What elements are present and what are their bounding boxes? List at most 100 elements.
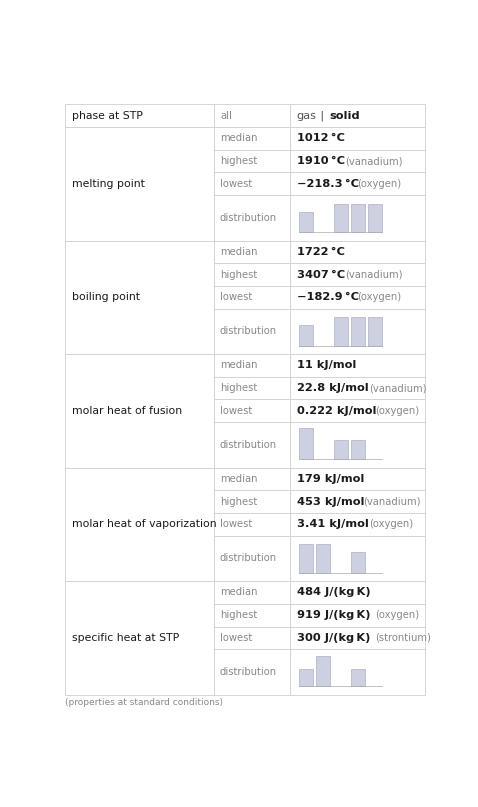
- Text: specific heat at STP: specific heat at STP: [72, 633, 179, 643]
- Bar: [215, 354, 290, 377]
- Bar: [290, 604, 424, 626]
- Bar: [334, 203, 348, 232]
- Text: lowest: lowest: [220, 633, 252, 643]
- Bar: [290, 491, 424, 513]
- Bar: [215, 240, 290, 263]
- Bar: [290, 399, 424, 422]
- Text: median: median: [220, 133, 258, 144]
- Bar: [215, 195, 290, 240]
- Bar: [290, 377, 424, 399]
- Text: distribution: distribution: [220, 213, 277, 223]
- Bar: [290, 195, 424, 240]
- Bar: [65, 354, 215, 467]
- Text: lowest: lowest: [220, 520, 252, 529]
- Text: median: median: [220, 361, 258, 370]
- Bar: [290, 422, 424, 467]
- Text: 300 J/(kg K): 300 J/(kg K): [296, 633, 370, 643]
- Text: 484 J/(kg K): 484 J/(kg K): [296, 587, 370, 597]
- Text: 1910 °C: 1910 °C: [296, 156, 345, 166]
- Text: |: |: [313, 111, 325, 121]
- Text: highest: highest: [220, 156, 257, 166]
- Bar: [290, 581, 424, 604]
- Bar: [290, 649, 424, 695]
- Text: distribution: distribution: [220, 667, 277, 677]
- Bar: [290, 308, 424, 354]
- Bar: [215, 399, 290, 422]
- Text: (oxygen): (oxygen): [369, 520, 413, 529]
- Bar: [215, 581, 290, 604]
- Bar: [290, 263, 424, 286]
- Bar: [316, 544, 330, 573]
- Text: (vanadium): (vanadium): [346, 156, 403, 166]
- Text: (vanadium): (vanadium): [363, 496, 421, 507]
- Bar: [290, 354, 424, 377]
- Bar: [290, 513, 424, 536]
- Bar: [290, 286, 424, 308]
- Text: distribution: distribution: [220, 326, 277, 337]
- Bar: [215, 263, 290, 286]
- Text: 3407 °C: 3407 °C: [296, 270, 345, 279]
- Bar: [299, 544, 313, 573]
- Bar: [351, 203, 365, 232]
- Text: 1722 °C: 1722 °C: [296, 247, 345, 257]
- Text: (oxygen): (oxygen): [357, 179, 402, 189]
- Bar: [369, 203, 382, 232]
- Text: solid: solid: [329, 111, 360, 121]
- Bar: [215, 513, 290, 536]
- Text: molar heat of fusion: molar heat of fusion: [72, 406, 182, 416]
- Bar: [351, 441, 365, 459]
- Text: median: median: [220, 587, 258, 597]
- Text: 11 kJ/mol: 11 kJ/mol: [296, 361, 356, 370]
- Text: highest: highest: [220, 270, 257, 279]
- Bar: [290, 173, 424, 195]
- Text: (vanadium): (vanadium): [346, 270, 403, 279]
- Bar: [215, 604, 290, 626]
- Bar: [351, 669, 365, 687]
- Bar: [65, 127, 215, 240]
- Bar: [65, 240, 215, 354]
- Text: all: all: [220, 111, 232, 121]
- Text: gas: gas: [296, 111, 316, 121]
- Bar: [215, 150, 290, 173]
- Bar: [316, 656, 330, 687]
- Bar: [351, 552, 365, 573]
- Bar: [215, 104, 290, 127]
- Text: phase at STP: phase at STP: [72, 111, 143, 121]
- Text: 919 J/(kg K): 919 J/(kg K): [296, 610, 370, 620]
- Text: (vanadium): (vanadium): [369, 383, 426, 393]
- Bar: [215, 467, 290, 491]
- Text: −182.9 °C: −182.9 °C: [296, 292, 358, 303]
- Bar: [215, 422, 290, 467]
- Bar: [299, 325, 313, 346]
- Text: (oxygen): (oxygen): [375, 406, 419, 416]
- Text: 453 kJ/mol: 453 kJ/mol: [296, 496, 364, 507]
- Bar: [215, 308, 290, 354]
- Bar: [215, 626, 290, 649]
- Text: median: median: [220, 474, 258, 484]
- Bar: [351, 317, 365, 346]
- Text: molar heat of vaporization: molar heat of vaporization: [72, 520, 217, 529]
- Bar: [290, 240, 424, 263]
- Bar: [290, 150, 424, 173]
- Bar: [334, 317, 348, 346]
- Text: boiling point: boiling point: [72, 292, 140, 303]
- Text: highest: highest: [220, 610, 257, 620]
- Text: highest: highest: [220, 383, 257, 393]
- Bar: [290, 536, 424, 581]
- Bar: [65, 581, 215, 695]
- Text: 179 kJ/mol: 179 kJ/mol: [296, 474, 364, 484]
- Bar: [290, 467, 424, 491]
- Text: (strontium): (strontium): [375, 633, 431, 643]
- Text: distribution: distribution: [220, 440, 277, 449]
- Bar: [215, 377, 290, 399]
- Bar: [299, 669, 313, 687]
- Bar: [215, 127, 290, 150]
- Text: median: median: [220, 247, 258, 257]
- Text: melting point: melting point: [72, 179, 145, 189]
- Bar: [290, 626, 424, 649]
- Text: highest: highest: [220, 496, 257, 507]
- Text: distribution: distribution: [220, 554, 277, 563]
- Bar: [299, 211, 313, 232]
- Text: 0.222 kJ/mol: 0.222 kJ/mol: [296, 406, 376, 416]
- Text: 1012 °C: 1012 °C: [296, 133, 345, 144]
